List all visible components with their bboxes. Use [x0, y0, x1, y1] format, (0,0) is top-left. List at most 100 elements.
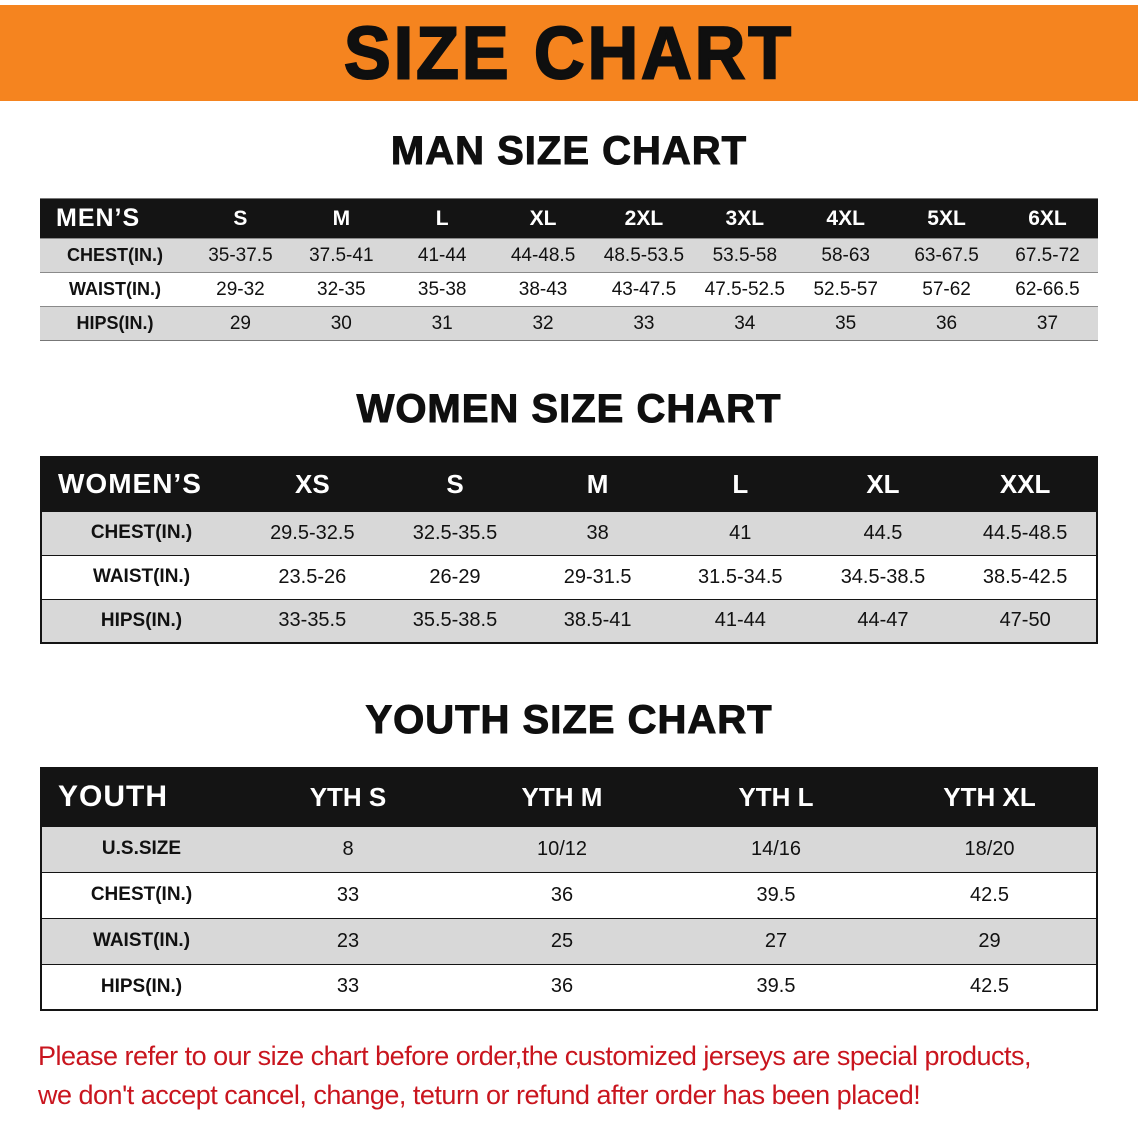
- size-value-cell: 10/12: [536, 837, 588, 860]
- size-column-header: YTH L: [669, 768, 883, 826]
- women-section-heading: WOMEN SIZE CHART: [356, 387, 782, 432]
- table-row: WAIST(IN.) 29-32 32-35 35-38 38-43 43-47.5 47.…: [40, 272, 1098, 307]
- size-value-cell: 53.5-58: [712, 244, 778, 266]
- size-value-cell: 29-32: [216, 278, 265, 300]
- size-column-header: 5XL: [896, 198, 997, 239]
- table-row: U.S.SIZE 8 10/12 14/16 18/20: [41, 826, 1097, 872]
- size-value-cell: 29.5-32.5: [270, 521, 355, 544]
- table-body: CHEST(IN.) 29.5-32.5 32.5-35.5 38 41 44.5 44.5…: [41, 511, 1097, 643]
- youth-section-heading: YOUTH SIZE CHART: [365, 698, 773, 743]
- size-value-cell: 42.5: [970, 975, 1009, 998]
- men-section-heading: MAN SIZE CHART: [390, 129, 748, 174]
- table-row: WAIST(IN.) 23.5-26 26-29 29-31.5 31.5-34.5 34…: [41, 555, 1097, 599]
- size-value-cell: 44.5: [863, 521, 903, 544]
- size-value-cell: 32: [532, 312, 554, 334]
- size-column-header: XS: [241, 457, 384, 511]
- size-value-cell: 48.5-53.5: [603, 244, 685, 266]
- size-value-cell: 33: [336, 883, 360, 906]
- youth-section: YOUTH SIZE CHART YOUTH YTH S YTH M YTH L YTH…: [0, 698, 1138, 1011]
- banner: SIZE CHART: [0, 5, 1138, 101]
- row-label: HIPS(IN.): [76, 313, 154, 333]
- row-label: HIPS(IN.): [100, 609, 183, 631]
- table-row: CHEST(IN.) 33 36 39.5 42.5: [41, 872, 1097, 918]
- table-row: HIPS(IN.) 33-35.5 35.5-38.5 38.5-41 41-44 44-…: [41, 599, 1097, 643]
- table-head: YOUTH YTH S YTH M YTH L YTH XL: [41, 768, 1097, 826]
- size-value-cell: 43-47.5: [611, 278, 677, 300]
- size-chart-page: SIZE CHART MAN SIZE CHART MEN’S S M L XL 2XL 3…: [0, 5, 1138, 1115]
- size-value-cell: 25: [550, 929, 574, 952]
- table-row: CHEST(IN.) 29.5-32.5 32.5-35.5 38 41 44.5 44.5…: [41, 511, 1097, 555]
- size-column-header: XL: [811, 457, 955, 511]
- size-value-cell: 8: [342, 837, 354, 860]
- row-label: WAIST(IN.): [92, 930, 191, 951]
- size-value-cell: 67.5-72: [1015, 244, 1080, 266]
- size-column-header: 3XL: [694, 198, 796, 239]
- size-value-cell: 35.5-38.5: [412, 609, 498, 632]
- size-value-cell: 18/20: [964, 837, 1015, 860]
- table-header-row: WOMEN’S XS S M L XL XXL: [41, 457, 1097, 511]
- row-label: CHEST(IN.): [67, 245, 163, 265]
- size-value-cell: 44-48.5: [510, 244, 576, 266]
- size-value-cell: 34: [734, 312, 756, 334]
- size-value-cell: 33: [633, 312, 655, 334]
- size-value-cell: 23.5-26: [278, 565, 347, 588]
- size-column-header: M: [526, 457, 669, 511]
- size-value-cell: 35-38: [417, 278, 467, 300]
- size-value-cell: 27: [764, 929, 788, 952]
- size-value-cell: 42.5: [970, 883, 1009, 906]
- size-column-header: XL: [492, 198, 594, 239]
- size-column-header: 2XL: [593, 198, 695, 239]
- size-value-cell: 57-62: [922, 278, 971, 300]
- size-value-cell: 47.5-52.5: [704, 278, 785, 300]
- size-value-cell: 58-63: [821, 244, 870, 266]
- table-row: WAIST(IN.) 23 25 27 29: [41, 918, 1097, 964]
- size-value-cell: 52.5-57: [813, 278, 878, 300]
- size-column-header: YTH S: [241, 768, 455, 826]
- table-corner-label: YOUTH: [41, 768, 241, 826]
- table-row: HIPS(IN.) 29 30 31 32 33 34 35 36 37: [40, 306, 1098, 341]
- size-value-cell: 29: [978, 929, 1001, 952]
- size-value-cell: 31.5-34.5: [698, 565, 783, 588]
- size-value-cell: 23: [336, 929, 360, 952]
- size-value-cell: 33-35.5: [278, 609, 347, 632]
- size-column-header: 6XL: [997, 198, 1098, 239]
- women-section: WOMEN SIZE CHART WOMEN’S XS S M L XL XXL CHEST(…: [0, 387, 1138, 644]
- size-value-cell: 30: [330, 312, 352, 334]
- size-value-cell: 37.5-41: [309, 244, 374, 266]
- size-value-cell: 44-47: [857, 609, 909, 632]
- size-value-cell: 29: [229, 312, 251, 334]
- men-section: MAN SIZE CHART MEN’S S M L XL 2XL 3XL 4XL 5XL 6XL…: [0, 129, 1138, 341]
- men-size-table: MEN’S S M L XL 2XL 3XL 4XL 5XL 6XL CHEST(IN.) 35-37…: [40, 198, 1098, 341]
- size-value-cell: 36: [935, 312, 958, 334]
- size-value-cell: 44.5-48.5: [982, 521, 1068, 544]
- table-body: CHEST(IN.) 35-37.5 37.5-41 41-44 44-48.5 48.5…: [40, 238, 1098, 341]
- size-value-cell: 39.5: [756, 975, 796, 998]
- size-column-header: XXL: [954, 457, 1097, 511]
- row-label: CHEST(IN.): [90, 884, 193, 905]
- size-value-cell: 37: [1036, 312, 1059, 334]
- size-value-cell: 34.5-38.5: [840, 565, 926, 588]
- size-value-cell: 38.5-42.5: [982, 565, 1068, 588]
- row-label: WAIST(IN.): [92, 566, 191, 587]
- youth-size-table: YOUTH YTH S YTH M YTH L YTH XL U.S.SIZE 8 10/12…: [40, 767, 1098, 1011]
- size-value-cell: 38.5-41: [563, 609, 632, 632]
- table-header-row: YOUTH YTH S YTH M YTH L YTH XL: [41, 768, 1097, 826]
- row-label: HIPS(IN.): [100, 975, 183, 997]
- size-value-cell: 36: [550, 883, 574, 906]
- size-column-header: L: [668, 457, 812, 511]
- size-column-header: YTH XL: [883, 768, 1097, 826]
- size-value-cell: 36: [550, 975, 574, 998]
- size-value-cell: 41-44: [417, 244, 467, 266]
- size-column-header: S: [383, 457, 527, 511]
- size-value-cell: 62-66.5: [1015, 278, 1080, 300]
- size-value-cell: 47-50: [999, 609, 1051, 632]
- table-head: WOMEN’S XS S M L XL XXL: [41, 457, 1097, 511]
- size-value-cell: 41: [729, 521, 752, 544]
- table-corner-label: MEN’S: [40, 198, 190, 239]
- size-value-cell: 35: [835, 312, 857, 334]
- size-column-header: M: [290, 198, 392, 239]
- size-column-header: L: [391, 198, 493, 239]
- banner-title: SIZE CHART: [343, 11, 794, 96]
- size-value-cell: 38: [586, 521, 609, 544]
- size-value-cell: 26-29: [429, 565, 481, 588]
